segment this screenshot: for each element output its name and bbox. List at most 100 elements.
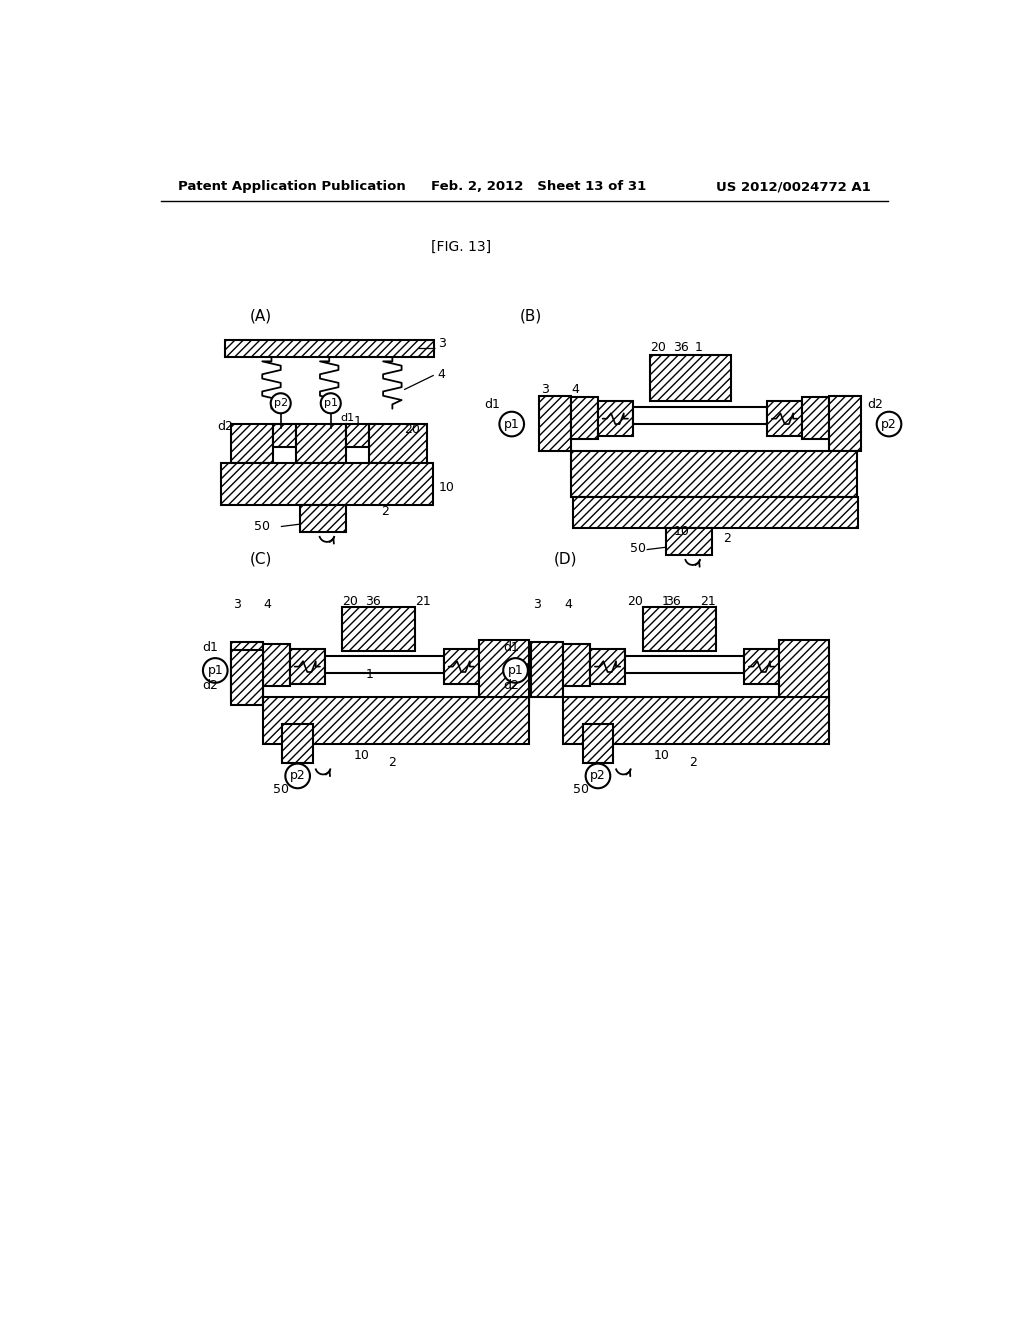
Circle shape [500,412,524,437]
Text: 50: 50 [272,783,289,796]
Text: 1: 1 [366,668,374,681]
Text: 50: 50 [631,541,646,554]
Text: 10: 10 [354,748,370,762]
Text: (D): (D) [554,552,578,566]
Bar [590,649,625,684]
Text: 20: 20 [628,594,643,607]
Bar [643,607,716,651]
Bar [583,725,613,763]
Text: p1: p1 [208,664,223,677]
Text: 36: 36 [673,341,689,354]
Text: 10: 10 [654,748,670,762]
Bar [744,649,779,684]
Text: p1: p1 [324,399,338,408]
Text: d1: d1 [203,640,218,653]
Text: 10: 10 [673,524,689,537]
Text: d2: d2 [203,680,218,693]
Circle shape [877,412,901,437]
Bar [767,401,802,436]
Text: 4: 4 [564,598,572,611]
Bar [563,697,829,743]
Bar [598,401,633,436]
Text: 1: 1 [354,416,361,428]
Text: 2: 2 [388,756,396,770]
Text: Patent Application Publication: Patent Application Publication [178,181,407,194]
Bar [539,396,571,451]
Text: d1: d1 [341,413,355,422]
Bar [633,407,767,424]
Text: 20: 20 [650,341,667,354]
Circle shape [270,393,291,413]
Text: Feb. 2, 2012   Sheet 13 of 31: Feb. 2, 2012 Sheet 13 of 31 [431,181,646,194]
Bar [346,424,370,447]
Text: d2: d2 [503,680,518,693]
Circle shape [203,659,227,682]
Text: 3: 3 [541,383,549,396]
Bar [296,424,346,462]
Text: p1: p1 [504,417,519,430]
Bar [571,397,598,440]
Circle shape [321,393,341,413]
Text: 21: 21 [416,594,431,607]
Circle shape [586,763,610,788]
Text: 36: 36 [366,594,381,607]
Text: d1: d1 [484,399,500,412]
Text: d1: d1 [503,640,518,653]
Bar [478,640,528,705]
Text: p1: p1 [508,664,523,677]
Text: 20: 20 [342,594,358,607]
Bar [283,725,313,763]
Text: 20: 20 [403,422,420,436]
Text: 1: 1 [695,341,702,354]
Text: 50: 50 [573,783,589,796]
Bar [650,355,731,401]
Bar [531,642,563,697]
Text: p2: p2 [881,417,897,430]
Bar [370,424,427,462]
Bar [263,644,290,686]
Text: p2: p2 [290,770,305,783]
Text: US 2012/0024772 A1: US 2012/0024772 A1 [716,181,870,194]
Text: p2: p2 [273,399,288,408]
Text: 1: 1 [662,594,670,607]
Bar [263,697,528,743]
Text: 50: 50 [254,520,269,533]
Bar [666,528,712,554]
Text: 21: 21 [700,594,716,607]
Text: (C): (C) [250,552,272,566]
Bar [230,649,263,705]
Text: 2: 2 [724,532,731,545]
Text: (B): (B) [519,309,542,323]
Bar [224,341,434,358]
Text: 2: 2 [381,504,389,517]
Bar [802,397,829,440]
Text: 3: 3 [534,598,541,611]
Text: d2: d2 [217,420,232,433]
Bar [625,656,744,673]
Circle shape [286,763,310,788]
Bar [230,424,273,462]
Text: 4: 4 [571,383,579,396]
Text: (A): (A) [250,309,272,323]
Bar [444,649,478,684]
Text: 3: 3 [438,337,446,350]
Bar [573,498,858,528]
Text: 3: 3 [233,598,241,611]
Text: [FIG. 13]: [FIG. 13] [431,240,490,253]
Text: 2: 2 [689,756,696,770]
Text: 4: 4 [437,367,444,380]
Text: 36: 36 [666,594,681,607]
Bar [230,642,263,697]
Text: 4: 4 [264,598,271,611]
Bar [563,644,590,686]
Bar [779,640,829,705]
Text: p2: p2 [590,770,606,783]
Text: d2: d2 [867,399,884,412]
Circle shape [503,659,528,682]
Bar [300,506,346,532]
Bar [221,462,433,506]
Bar [290,649,325,684]
Bar [829,396,861,451]
Bar [342,607,416,651]
Bar [325,656,444,673]
